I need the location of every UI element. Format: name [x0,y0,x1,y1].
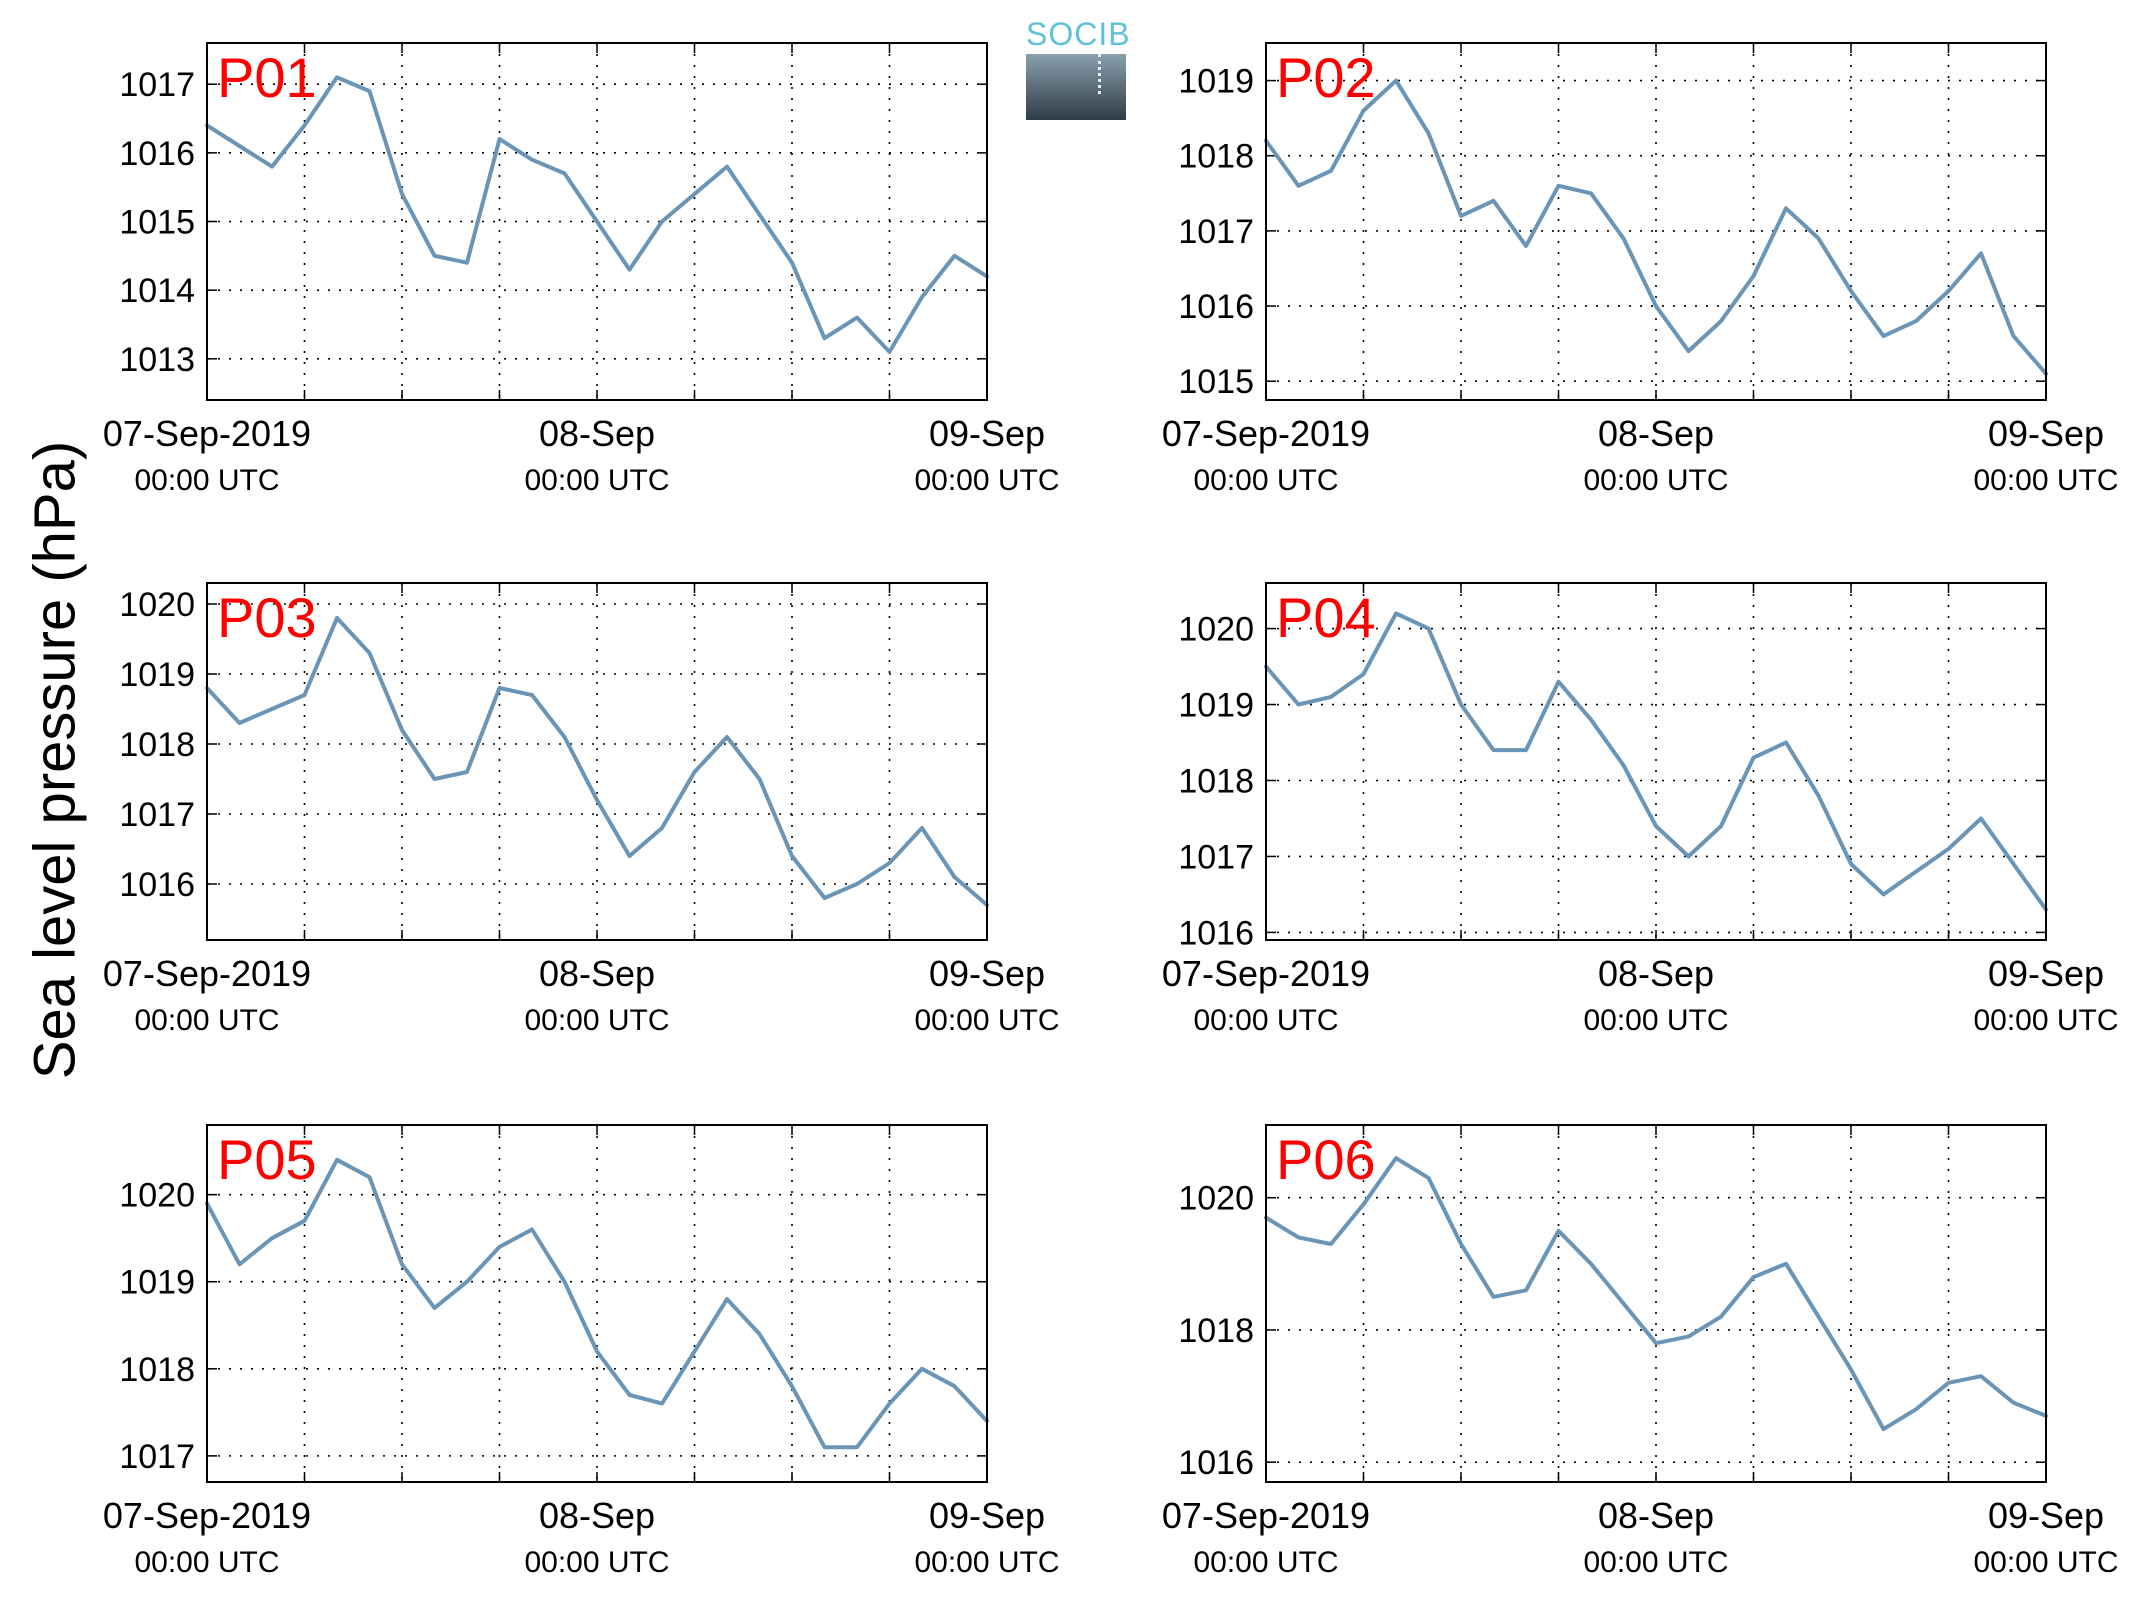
logo-image [1026,54,1126,120]
y-tick-label: 1018 [1178,138,1254,176]
chart-panel-4: 1016 1017 1018 1019 1020 P04 07-Sep-2019 00:00 … [1162,582,2119,1037]
y-tick-label: 1017 [1178,213,1254,251]
x-tick-label: 07-Sep-2019 [1162,413,1370,454]
x-tick-label: 07-Sep-2019 [103,413,311,454]
y-axis-title: Sea level pressure (hPa) [22,440,88,1080]
x-tick-sublabel: 00:00 UTC [134,464,279,497]
x-tick-sublabel: 00:00 UTC [914,1004,1059,1037]
x-tick-sublabel: 00:00 UTC [134,1004,279,1037]
y-tick-label: 1016 [119,135,195,173]
x-tick-label: 07-Sep-2019 [1162,1495,1370,1536]
axes-frame [206,1124,988,1483]
x-tick-label: 07-Sep-2019 [103,953,311,994]
series-line [205,616,989,907]
axes-frame [1265,42,2047,401]
y-tick-label: 1015 [119,204,195,242]
logo-dash [1098,54,1101,94]
y-tick-label: 1019 [1178,687,1254,725]
x-tick-sublabel: 00:00 UTC [1973,1004,2118,1037]
axes-frame [1265,582,2047,941]
x-tick-sublabel: 00:00 UTC [1583,1546,1728,1579]
x-tick-sublabel: 00:00 UTC [1973,1546,2118,1579]
logo-text: SOCIB [1026,16,1131,52]
y-tick-label: 1017 [119,66,195,104]
x-tick-label: 09-Sep [1988,413,2104,454]
x-tick-sublabel: 00:00 UTC [1973,464,2118,497]
axes-frame [206,42,988,401]
y-tick-label: 1017 [119,1438,195,1476]
y-tick-label: 1020 [119,586,195,624]
series-line [1264,1156,2048,1432]
x-tick-label: 08-Sep [1598,953,1714,994]
series-line [205,1157,989,1450]
series-line [1264,78,2048,376]
x-tick-label: 09-Sep [929,953,1045,994]
panel-label: P05 [217,1128,317,1191]
y-tick-label: 1017 [1178,838,1254,876]
y-tick-label: 1014 [119,272,195,310]
chart-panel-5: 1017 1018 1019 1020 P05 07-Sep-2019 00:00 UTC 0… [103,1124,1060,1579]
x-tick-sublabel: 00:00 UTC [524,1004,669,1037]
y-tick-label: 1018 [119,726,195,764]
x-tick-label: 08-Sep [1598,1495,1714,1536]
x-tick-sublabel: 00:00 UTC [1193,1546,1338,1579]
x-tick-sublabel: 00:00 UTC [1193,464,1338,497]
y-tick-label: 1020 [1178,611,1254,649]
x-tick-label: 09-Sep [1988,1495,2104,1536]
x-tick-label: 08-Sep [539,953,655,994]
x-tick-label: 07-Sep-2019 [1162,953,1370,994]
y-tick-label: 1016 [1178,1444,1254,1482]
chart-panel-1: 1013 1014 1015 1016 1017 P01 07-Sep-2019 00:00 … [103,42,1060,497]
chart-panel-3: 1016 1017 1018 1019 1020 P03 07-Sep-2019 00:00 … [103,582,1060,1037]
x-tick-sublabel: 00:00 UTC [524,1546,669,1579]
x-tick-sublabel: 00:00 UTC [914,1546,1059,1579]
x-tick-label: 08-Sep [539,413,655,454]
y-tick-label: 1019 [1178,63,1254,101]
panel-label: P03 [217,586,317,649]
y-tick-label: 1016 [1178,288,1254,326]
y-tick-label: 1016 [119,866,195,904]
x-tick-label: 08-Sep [1598,413,1714,454]
socib-logo: SOCIB [1026,16,1131,120]
x-tick-sublabel: 00:00 UTC [1193,1004,1338,1037]
y-tick-label: 1018 [119,1351,195,1389]
axes-frame [206,582,988,941]
x-tick-label: 07-Sep-2019 [103,1495,311,1536]
y-tick-label: 1020 [1178,1180,1254,1218]
x-tick-sublabel: 00:00 UTC [134,1546,279,1579]
x-tick-sublabel: 00:00 UTC [1583,464,1728,497]
x-tick-label: 09-Sep [929,1495,1045,1536]
y-tick-label: 1020 [119,1177,195,1215]
x-tick-sublabel: 00:00 UTC [524,464,669,497]
panel-label: P04 [1276,586,1376,649]
x-tick-label: 08-Sep [539,1495,655,1536]
x-tick-label: 09-Sep [1988,953,2104,994]
y-tick-label: 1015 [1178,363,1254,401]
axes-frame [1265,1124,2047,1483]
x-tick-sublabel: 00:00 UTC [1583,1004,1728,1037]
x-tick-label: 09-Sep [929,413,1045,454]
x-tick-sublabel: 00:00 UTC [914,464,1059,497]
y-tick-label: 1018 [1178,762,1254,800]
y-tick-label: 1018 [1178,1312,1254,1350]
y-tick-label: 1016 [1178,914,1254,952]
panel-label: P06 [1276,1128,1376,1191]
series-line [1264,611,2048,912]
panel-label: P02 [1276,46,1376,109]
chart-panel-2: 1015 1016 1017 1018 1019 P02 07-Sep-2019 00:00 … [1162,42,2119,497]
chart-panel-6: 1016 1018 1020 P06 07-Sep-2019 00:00 UTC 08-Se… [1162,1124,2119,1579]
y-tick-label: 1019 [119,656,195,694]
y-tick-label: 1017 [119,796,195,834]
y-tick-label: 1013 [119,341,195,379]
panel-label: P01 [217,46,317,109]
series-line [205,75,989,354]
y-tick-label: 1019 [119,1264,195,1302]
